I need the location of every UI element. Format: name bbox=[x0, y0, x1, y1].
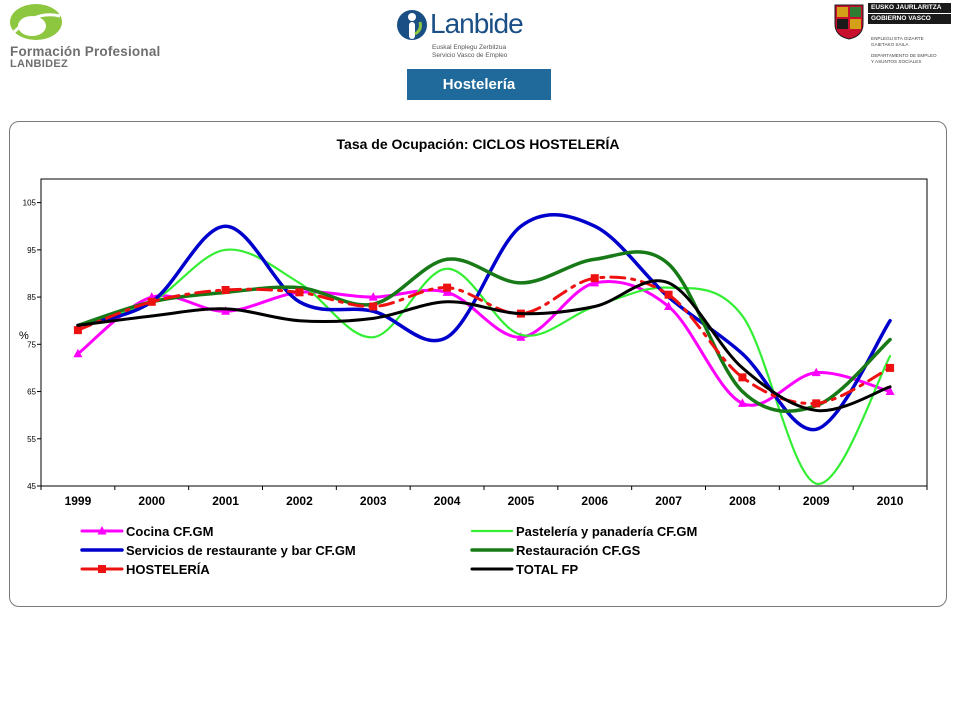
x-tick-label: 1999 bbox=[65, 494, 92, 508]
series-line-2 bbox=[76, 213, 892, 432]
legend-marker bbox=[98, 565, 106, 573]
x-tick-label: 2003 bbox=[360, 494, 387, 508]
data-point bbox=[738, 373, 747, 382]
y-tick-label: 45 bbox=[27, 482, 36, 491]
data-point bbox=[516, 332, 526, 341]
gv-box-line2: GOBIERNO VASCO bbox=[868, 14, 951, 24]
gv-text-line2: GAIETAKO SAILA bbox=[871, 42, 909, 47]
x-tick-label: 2001 bbox=[212, 494, 239, 508]
gv-text-line4: Y ASUNTOS SOCIALES bbox=[871, 59, 922, 64]
legend-label: Servicios de restaurante y bar CF.GM bbox=[126, 543, 356, 558]
legend-label: HOSTELERÍA bbox=[126, 562, 210, 577]
y-tick-label: 75 bbox=[27, 340, 36, 349]
data-point bbox=[664, 301, 674, 311]
series-line-5 bbox=[76, 279, 892, 413]
formacion-profesional-logo: Formación Profesional LANBIDEZ bbox=[4, 2, 176, 72]
legend-label: TOTAL FP bbox=[516, 562, 578, 577]
data-point bbox=[73, 348, 83, 358]
left-logo-line2: LANBIDEZ bbox=[10, 58, 69, 70]
data-point bbox=[443, 283, 452, 292]
data-point bbox=[590, 274, 599, 283]
data-point bbox=[737, 398, 747, 407]
legend-marker bbox=[97, 526, 107, 535]
data-point bbox=[221, 306, 231, 315]
x-tick-label: 2004 bbox=[434, 494, 461, 508]
y-tick-label: 105 bbox=[23, 199, 37, 208]
chart-frame: Tasa de Ocupación: CICLOS HOSTELERÍA 45 55… bbox=[9, 121, 947, 607]
left-logo-line1: Formación Profesional bbox=[10, 44, 161, 59]
data-point bbox=[886, 363, 895, 372]
data-point bbox=[664, 290, 673, 299]
formacion-profesional-emblem-icon bbox=[10, 4, 62, 40]
gv-text-line1: ENPLEGU ETA GIZARTE bbox=[871, 36, 924, 41]
x-tick-label: 2002 bbox=[286, 494, 313, 508]
lanbide-subtitle-1: Euskal Enplegu Zerbitzua bbox=[432, 44, 507, 51]
y-axis-label: % bbox=[19, 330, 29, 342]
data-point bbox=[73, 326, 82, 335]
gv-box-line1: EUSKO JAURLARITZA bbox=[868, 3, 951, 13]
lanbide-logo: Lanbide Euskal Enplegu Zerbitzua Servici… bbox=[396, 6, 566, 66]
legend-label: Restauración CF.GS bbox=[516, 543, 641, 558]
x-tick-label: 2006 bbox=[581, 494, 608, 508]
data-point bbox=[147, 297, 156, 306]
x-tick-label: 2007 bbox=[655, 494, 682, 508]
x-tick-label: 2010 bbox=[877, 494, 904, 508]
data-point bbox=[811, 367, 821, 377]
coat-of-arms-icon bbox=[834, 4, 864, 40]
y-tick-label: 95 bbox=[27, 246, 36, 255]
data-point bbox=[812, 399, 821, 408]
lanbide-subtitle-2: Servicio Vasco de Empleo bbox=[432, 52, 508, 59]
gobierno-vasco-logo: EUSKO JAURLARITZA GOBIERNO VASCO ENPLEGU… bbox=[832, 2, 958, 72]
x-tick-label: 2009 bbox=[803, 494, 830, 508]
occupancy-line-chart: Tasa de Ocupación: CICLOS HOSTELERÍA 45 55… bbox=[19, 136, 928, 577]
data-point bbox=[295, 288, 304, 297]
chart-title: Tasa de Ocupación: CICLOS HOSTELERÍA bbox=[337, 136, 620, 152]
x-tick-label: 2000 bbox=[138, 494, 165, 508]
data-point bbox=[369, 302, 378, 311]
data-point bbox=[368, 292, 378, 301]
y-tick-label: 55 bbox=[27, 435, 36, 444]
y-tick-label: 65 bbox=[27, 388, 36, 397]
legend-label: Pastelería y panadería CF.GM bbox=[516, 524, 697, 539]
x-tick-label: 2005 bbox=[508, 494, 535, 508]
plot-area bbox=[40, 178, 928, 487]
legend-label: Cocina CF.GM bbox=[126, 524, 213, 539]
data-point bbox=[885, 386, 895, 396]
lanbide-wordmark: Lanbide bbox=[430, 8, 524, 39]
data-point bbox=[221, 285, 230, 294]
y-tick-label: 85 bbox=[27, 293, 36, 302]
lanbide-figure-icon bbox=[397, 10, 427, 40]
gv-text-line3: DEPARTAMENTO DE EMPLEO bbox=[871, 53, 937, 58]
x-tick-label: 2008 bbox=[729, 494, 756, 508]
section-tab-hosteleria: Hostelería bbox=[407, 69, 551, 100]
